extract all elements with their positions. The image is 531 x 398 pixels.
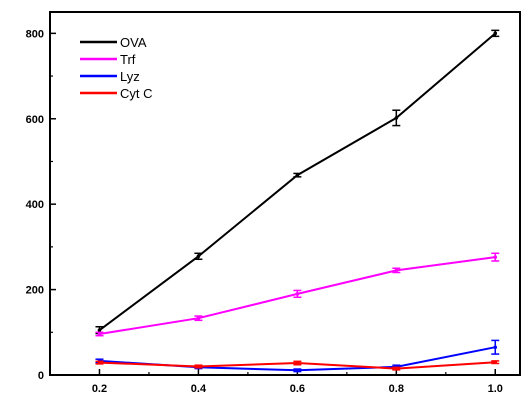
legend: OVA Trf Lyz Cyt C (80, 35, 153, 101)
legend-label: OVA (120, 35, 147, 50)
legend-label: Trf (120, 52, 136, 67)
data-point (493, 31, 498, 36)
x-tick-label: 0.6 (290, 383, 305, 395)
x-axis: 0.2 0.4 0.6 0.8 1.0 (49, 369, 503, 395)
y-tick-label: 200 (26, 285, 44, 297)
series-cyt-c (95, 360, 500, 371)
data-point (394, 268, 399, 273)
y-tick-label: 0 (38, 370, 44, 382)
data-point (493, 345, 498, 350)
y-tick-label: 600 (26, 114, 44, 126)
x-tick-label: 0.2 (92, 383, 107, 395)
data-point (394, 116, 399, 120)
series-lyz (95, 339, 500, 373)
data-point (196, 254, 201, 259)
legend-label: Cyt C (120, 86, 153, 101)
data-point (493, 360, 498, 364)
y-tick-label: 400 (26, 199, 44, 211)
data-point (295, 368, 300, 373)
data-point (394, 366, 399, 371)
series-layer (95, 29, 500, 373)
y-tick-label: 800 (26, 28, 44, 40)
legend-label: Lyz (120, 69, 140, 84)
data-point (196, 316, 201, 321)
x-tick-label: 0.4 (191, 383, 207, 395)
data-point (295, 173, 300, 177)
series-trf (95, 252, 500, 337)
x-tick-label: 1.0 (488, 383, 503, 395)
x-tick-label: 0.8 (389, 383, 404, 395)
data-point (493, 255, 498, 259)
data-point (295, 361, 300, 365)
y-axis: 0 200 400 600 800 (26, 28, 56, 382)
data-point (97, 360, 102, 365)
data-point (97, 328, 102, 332)
data-point (196, 364, 201, 369)
series-ova (95, 29, 500, 335)
data-point (97, 332, 102, 336)
plot-frame (49, 11, 521, 376)
data-point (295, 292, 300, 296)
series-line (98, 32, 496, 332)
